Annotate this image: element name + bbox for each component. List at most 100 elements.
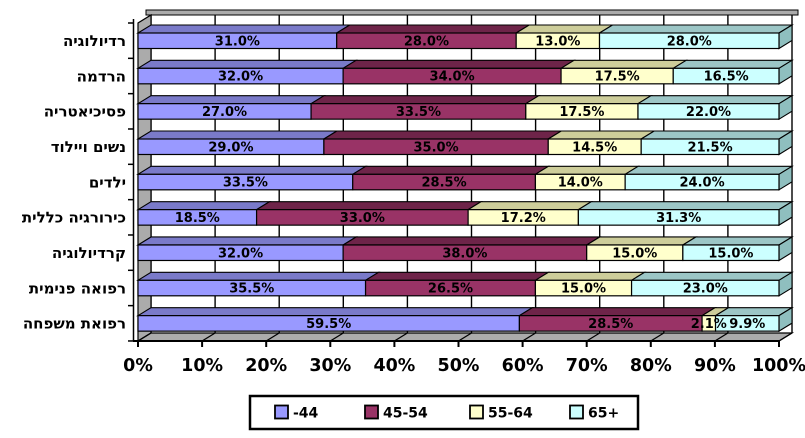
category-label: פסיכיאטריה (44, 103, 126, 121)
category-label: רדיולוגיה (63, 32, 126, 50)
legend-swatch (569, 404, 584, 420)
category-label: כירורגיה כללית (22, 209, 126, 227)
bar-segment-top (559, 59, 689, 69)
bar-segment-top (584, 236, 698, 246)
bar-value-label: 22.0% (686, 105, 731, 120)
bar-segment-top (523, 95, 653, 105)
x-tick-label: 100% (752, 356, 805, 376)
bar-segment-top (533, 271, 647, 281)
category-label: ילדים (89, 173, 126, 191)
category-label: רפואת משפחה (23, 315, 126, 333)
bar-value-label: 9.9% (729, 317, 765, 332)
bar-value-label: 28.0% (667, 34, 712, 49)
bar-value-label: 31.0% (215, 34, 260, 49)
bar-value-label: 34.0% (430, 70, 475, 85)
bar-segment-top (639, 130, 794, 140)
x-tick-label: 40% (373, 356, 415, 376)
bar-segment-top (546, 130, 657, 140)
bar-value-label: 33.5% (396, 105, 441, 120)
bar-value-label: 15.0% (708, 246, 753, 261)
bar-segment-top (321, 130, 564, 140)
legend-label: -44 (293, 406, 319, 422)
bar-value-label: 38.0% (442, 246, 487, 261)
legend-label: 55-64 (488, 406, 533, 422)
bar-segment-top (136, 236, 359, 246)
legend-swatch (274, 404, 289, 420)
bar-value-label: 17.5% (559, 105, 604, 120)
floor-slash (265, 332, 280, 342)
bar-segment-top (136, 201, 272, 211)
bar-value-label: 2.1% (691, 317, 727, 332)
bar-segment-face (598, 32, 780, 50)
bar-segment-top (341, 59, 577, 69)
x-tick-label: 50% (438, 356, 480, 376)
bar-segment-top (309, 95, 541, 105)
bar-segment-face (682, 244, 780, 262)
backwall-top-edge (145, 9, 799, 16)
bar-segment-top (576, 201, 794, 211)
x-tick-label: 0% (123, 356, 153, 376)
bar-value-label: 28.5% (588, 317, 633, 332)
floor-slash (329, 332, 344, 342)
bar-value-label: 24.0% (680, 176, 725, 191)
bar-value-label: 32.0% (218, 246, 263, 261)
bar-value-label: 59.5% (306, 317, 351, 332)
bar-segment-top (680, 236, 794, 246)
bar-segment-top (334, 24, 532, 34)
bar-segment-top (636, 95, 794, 105)
bar-value-label: 32.0% (218, 70, 263, 85)
legend-swatch (364, 404, 379, 420)
floor-slash (586, 332, 601, 342)
bar-segment-top (136, 130, 339, 140)
bar-segment-top (671, 59, 794, 69)
floor-slash (458, 332, 472, 342)
floor-slash (522, 332, 536, 342)
floor-slash (201, 332, 216, 342)
bar-value-label: 14.0% (558, 176, 603, 191)
x-tick-label: 60% (502, 356, 544, 376)
bar-value-label: 23.0% (683, 282, 728, 297)
x-tick-label: 30% (309, 356, 351, 376)
x-tick-label: 10% (181, 356, 223, 376)
bar-segment-top (136, 307, 535, 317)
bar-value-label: 33.5% (223, 176, 268, 191)
bar-value-label: 31.3% (656, 211, 701, 226)
bar-segment-face (577, 209, 780, 226)
bar-segment-top (466, 201, 594, 211)
bar-segment-face (624, 173, 780, 191)
legend-label: 65+ (588, 406, 619, 422)
bar-segment-top (597, 24, 794, 34)
category-label: הרדמה (77, 67, 126, 85)
bar-segment-top (136, 59, 359, 69)
legend-swatch (469, 404, 484, 420)
floor-slash (778, 332, 793, 342)
bar-value-label: 16.5% (704, 70, 749, 85)
bar-value-label: 28.0% (404, 34, 449, 49)
category-label: קרדיולוגיה (52, 244, 126, 262)
bar-segment-top (136, 271, 381, 281)
x-tick-label: 90% (694, 356, 736, 376)
bar-value-label: 17.5% (595, 70, 640, 85)
bar-segment-top (136, 24, 352, 34)
legend-label: 45-54 (383, 406, 428, 422)
bar-value-label: 17.2% (501, 211, 546, 226)
bar-segment-face (630, 279, 780, 297)
bar-value-label: 33.0% (340, 211, 385, 226)
bar-segment-top (254, 201, 484, 211)
bar-value-label: 15.0% (612, 246, 657, 261)
bar-value-label: 35.5% (229, 282, 274, 297)
x-tick-label: 70% (566, 356, 608, 376)
bar-value-label: 28.5% (422, 176, 467, 191)
bar-segment-top (623, 165, 794, 175)
bar-value-label: 27.0% (202, 105, 247, 120)
bar-value-label: 29.0% (208, 140, 253, 155)
bar-segment-top (136, 165, 368, 175)
bar-value-label: 18.5% (175, 211, 220, 226)
x-tick-label: 80% (630, 356, 672, 376)
bar-segment-face (714, 315, 780, 332)
bar-segment-top (350, 165, 551, 175)
bar-segment-face (637, 103, 780, 120)
category-label: רפואה פנימית (29, 279, 126, 297)
bar-segment-top (514, 24, 615, 34)
